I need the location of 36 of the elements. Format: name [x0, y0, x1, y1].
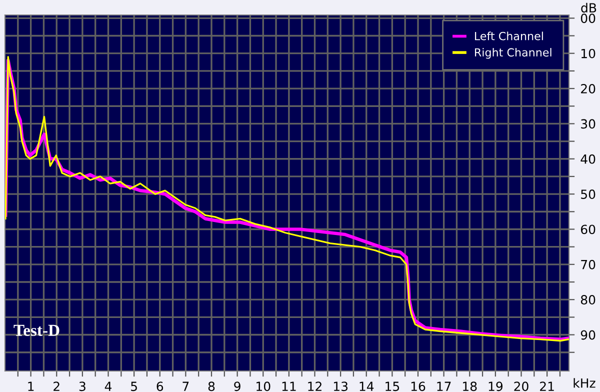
x-tick-label: 12: [308, 382, 322, 391]
y-tick-label: 40: [580, 154, 596, 164]
x-tick-label: 10: [256, 382, 270, 392]
x-tick-label: 2: [54, 382, 60, 391]
x-tick-label: 6: [156, 382, 164, 392]
y-tick-label: 70: [581, 260, 596, 270]
x-tick-label: 20: [514, 382, 528, 392]
legend-label: Left Channel: [475, 32, 543, 40]
annotation: Test-D: [14, 324, 60, 336]
y-tick-label: 90: [580, 330, 596, 340]
x-tick-label: 18: [463, 382, 477, 392]
x-tick-label: 4: [104, 382, 112, 391]
y-tick-label: 80: [580, 295, 596, 305]
y-axis-title: dB: [581, 2, 596, 13]
x-tick-label: 3: [79, 382, 86, 392]
x-tick-label: 17: [437, 382, 451, 391]
x-tick-label: 1: [28, 382, 34, 391]
y-tick-label: 60: [580, 224, 596, 234]
x-tick-label: 8: [208, 382, 215, 392]
x-tick-label: 14: [360, 382, 374, 391]
x-tick-label: 15: [386, 382, 400, 392]
y-tick-label: 50: [581, 190, 596, 199]
legend-label: Right Channel: [475, 48, 552, 59]
y-tick-label: 30: [581, 119, 596, 129]
x-tick-label: 13: [334, 382, 348, 392]
x-tick-label: 19: [488, 382, 503, 392]
y-tick-label: 20: [581, 84, 596, 94]
x-tick-label: 5: [131, 382, 137, 392]
y-tick-label: 00: [580, 14, 596, 24]
x-tick-label: 16: [411, 382, 426, 392]
x-tick-label: 21: [540, 382, 554, 391]
y-tick-label: 10: [581, 48, 596, 58]
x-tick-label: 7: [182, 382, 189, 391]
x-tick-label: 11: [282, 382, 296, 391]
x-axis-title: kHz: [574, 378, 596, 388]
x-tick-label: 9: [234, 382, 240, 392]
